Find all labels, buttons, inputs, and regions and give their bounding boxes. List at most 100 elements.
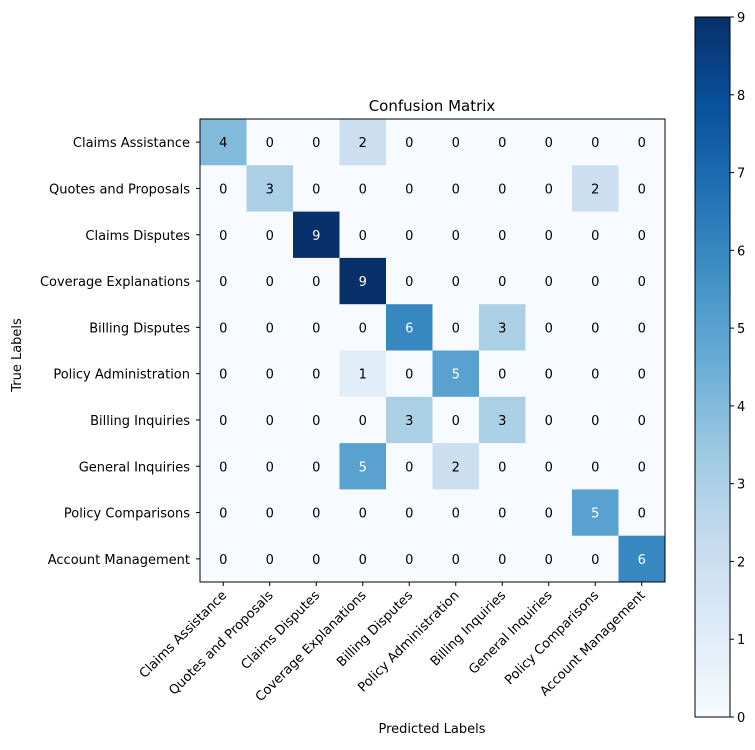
cell-value-label: 6 — [638, 553, 646, 568]
cell-value-label: 0 — [266, 321, 274, 336]
matrix-cell — [479, 396, 526, 444]
matrix-cell — [339, 257, 387, 305]
colorbar-tick-label: 4 — [737, 400, 745, 415]
colorbar-tick-label: 5 — [737, 322, 745, 337]
matrix-cell — [432, 443, 480, 490]
matrix-cell — [479, 535, 526, 583]
cell-value-label: 0 — [591, 321, 599, 336]
cell-value-label: 0 — [452, 507, 460, 522]
colorbar-tick-label: 8 — [737, 89, 745, 104]
matrix-cell — [618, 165, 666, 212]
cell-value-label: 0 — [359, 182, 367, 197]
cell-value-label: 0 — [359, 414, 367, 429]
matrix-cell — [525, 211, 573, 259]
matrix-cell — [293, 257, 340, 305]
matrix-cell — [339, 211, 387, 259]
cell-value-label: 0 — [359, 229, 367, 244]
colorbar-tick-label: 7 — [737, 167, 745, 182]
matrix-cell — [339, 350, 387, 398]
matrix-cell — [572, 443, 619, 490]
cell-value-label: 0 — [312, 368, 320, 383]
cell-value-label: 9 — [312, 229, 320, 244]
cell-value-label: 0 — [591, 136, 599, 151]
cell-value-label: 0 — [405, 229, 413, 244]
matrix-cell — [339, 535, 387, 583]
matrix-cell — [293, 443, 340, 490]
cell-value-label: 3 — [266, 182, 274, 197]
cell-value-label: 9 — [359, 275, 367, 290]
matrix-cell — [572, 119, 619, 166]
matrix-cell — [572, 535, 619, 583]
matrix-cell — [386, 535, 433, 583]
cell-value-label: 0 — [312, 182, 320, 197]
matrix-cell — [572, 350, 619, 398]
matrix-cell — [432, 211, 480, 259]
cell-value-label: 0 — [638, 368, 646, 383]
matrix-cell — [432, 489, 480, 536]
matrix-cell — [386, 396, 433, 444]
cell-value-label: 0 — [545, 460, 553, 475]
cell-value-label: 4 — [219, 136, 227, 151]
cell-value-label: 0 — [405, 275, 413, 290]
cell-value-label: 0 — [591, 229, 599, 244]
matrix-cell — [432, 257, 480, 305]
matrix-cell — [525, 119, 573, 166]
cell-value-label: 0 — [498, 229, 506, 244]
cell-value-label: 0 — [545, 182, 553, 197]
colorbar — [694, 16, 731, 718]
matrix-cell — [246, 257, 294, 305]
matrix-cell — [572, 396, 619, 444]
matrix-cell — [200, 350, 247, 398]
cell-value-label: 2 — [359, 136, 367, 151]
cell-value-label: 0 — [405, 368, 413, 383]
chart-title: Confusion Matrix — [369, 97, 496, 115]
cell-value-label: 0 — [452, 182, 460, 197]
cell-value-label: 2 — [452, 460, 460, 475]
matrix-cell — [200, 257, 247, 305]
cell-value-label: 0 — [591, 553, 599, 568]
cell-value-label: 0 — [219, 321, 227, 336]
matrix-cell — [479, 119, 526, 166]
matrix-cell — [246, 211, 294, 259]
matrix-cell — [525, 535, 573, 583]
matrix-cell — [618, 211, 666, 259]
cell-value-label: 0 — [266, 460, 274, 475]
matrix-cell — [432, 350, 480, 398]
matrix-cell — [525, 443, 573, 490]
cell-value-label: 1 — [359, 368, 367, 383]
matrix-cell — [200, 396, 247, 444]
matrix-cell — [246, 350, 294, 398]
matrix-cell — [200, 211, 247, 259]
matrix-cell — [293, 396, 340, 444]
cell-value-label: 0 — [312, 507, 320, 522]
colorbar-tick-label: 1 — [737, 633, 745, 648]
cell-value-label: 0 — [498, 182, 506, 197]
cell-value-label: 0 — [266, 229, 274, 244]
matrix-cell — [339, 119, 387, 166]
cell-value-label: 0 — [545, 275, 553, 290]
matrix-cell — [200, 535, 247, 583]
y-tick-label: Billing Inquiries — [90, 414, 190, 429]
cell-value-label: 0 — [498, 507, 506, 522]
matrix-cell — [572, 165, 619, 212]
matrix-cell — [572, 304, 619, 351]
matrix-cell — [618, 396, 666, 444]
cell-value-label: 0 — [452, 321, 460, 336]
cell-value-label: 0 — [452, 553, 460, 568]
y-tick-label: Account Management — [48, 553, 190, 568]
matrix-cell — [432, 535, 480, 583]
matrix-cell — [246, 535, 294, 583]
cell-value-label: 0 — [545, 229, 553, 244]
cell-value-label: 0 — [219, 182, 227, 197]
matrix-cell — [479, 165, 526, 212]
cell-value-label: 0 — [498, 368, 506, 383]
cell-value-label: 0 — [591, 275, 599, 290]
cell-value-label: 0 — [266, 553, 274, 568]
matrix-cell — [386, 304, 433, 351]
cell-value-label: 0 — [219, 460, 227, 475]
cell-value-label: 0 — [545, 136, 553, 151]
matrix-cell — [339, 489, 387, 536]
cell-value-label: 5 — [591, 507, 599, 522]
cell-value-label: 0 — [545, 368, 553, 383]
matrix-cell — [618, 119, 666, 166]
